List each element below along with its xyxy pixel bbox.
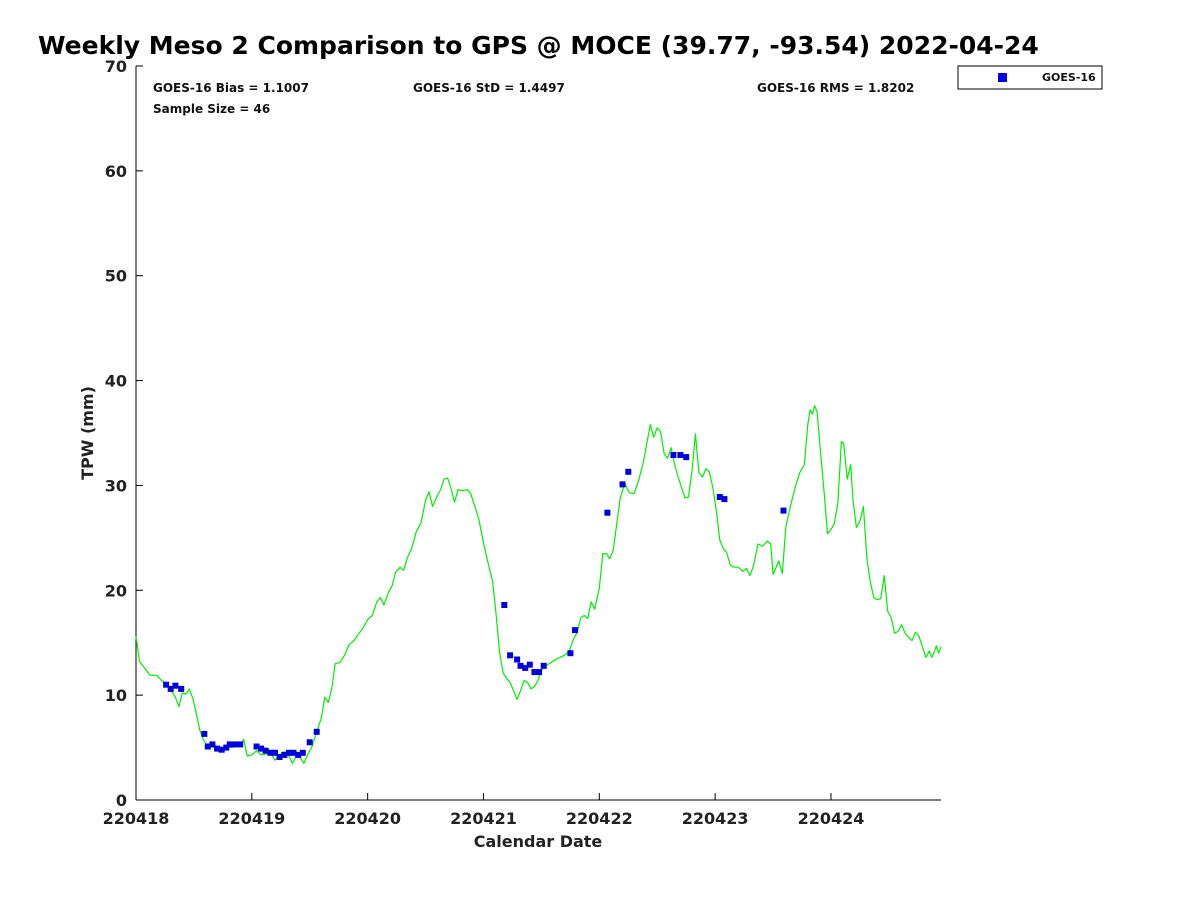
goes-16-point xyxy=(313,728,320,735)
goes-16-point xyxy=(522,664,529,671)
goes-16-point xyxy=(619,481,626,488)
y-tick-label: 70 xyxy=(105,57,127,76)
goes-16-point xyxy=(258,745,265,752)
goes-16-point xyxy=(540,662,547,669)
goes-16-point xyxy=(526,661,533,668)
sample-size-stat: Sample Size = 46 xyxy=(153,102,270,116)
goes-16-point xyxy=(253,743,260,750)
goes-16-point xyxy=(237,741,244,748)
gps-line xyxy=(135,405,942,764)
x-tick-label: 220419 xyxy=(218,809,285,828)
goes-16-point xyxy=(201,730,208,737)
goes-16-point xyxy=(531,669,538,676)
y-tick-label: 10 xyxy=(105,686,127,705)
y-ticks: 0 10 20 30 40 50 60 70 xyxy=(105,57,143,810)
x-tick-label: 220424 xyxy=(798,809,865,828)
goes-16-point xyxy=(204,743,211,750)
std-stat: GOES-16 StD = 1.4497 xyxy=(413,81,565,95)
goes-16-point xyxy=(670,452,677,458)
goes-16-point xyxy=(683,454,690,461)
goes-16-point xyxy=(214,745,221,752)
goes-16-point xyxy=(276,754,283,760)
goes-16-point xyxy=(226,741,233,748)
legend-box xyxy=(957,65,1103,90)
x-ticks: 220418 220419 220420 220421 220422 220423 2204… xyxy=(103,793,865,828)
y-tick-label: 30 xyxy=(105,476,127,495)
goes-16-point xyxy=(501,602,508,608)
goes-16-point xyxy=(272,749,278,756)
goes-16-point xyxy=(178,685,185,692)
y-tick-label: 20 xyxy=(105,581,127,600)
goes-16-point xyxy=(172,682,179,689)
goes-16-point xyxy=(262,747,269,754)
goes-16-point xyxy=(218,746,225,753)
goes-16-point xyxy=(517,662,524,669)
goes-16-point xyxy=(167,685,174,692)
x-tick-label: 220422 xyxy=(566,809,633,828)
goes-16-point xyxy=(267,749,274,756)
x-axis-label: Calendar Date xyxy=(474,832,603,851)
goes-16-point xyxy=(677,452,684,458)
series-layer xyxy=(135,405,942,764)
y-axis-label: TPW (mm) xyxy=(78,386,97,480)
goes-16-point xyxy=(306,739,313,746)
rms-stat: GOES-16 RMS = 1.8202 xyxy=(757,81,914,95)
legend: GOES-16 xyxy=(957,65,1103,90)
goes-16-point xyxy=(567,650,574,657)
goes-16-point xyxy=(514,656,521,663)
goes-16-point xyxy=(604,509,611,516)
goes-16-point xyxy=(290,749,297,756)
goes-16-point xyxy=(721,496,728,503)
x-tick-label: 220420 xyxy=(334,809,401,828)
legend-label: GOES-16 xyxy=(1042,71,1096,84)
goes-16-point xyxy=(209,741,216,748)
y-tick-label: 40 xyxy=(105,372,127,391)
goes-16-point xyxy=(231,741,238,748)
goes-16-point xyxy=(163,681,170,688)
plot-area xyxy=(135,66,941,801)
goes-16-point xyxy=(299,749,306,756)
goes-16-point xyxy=(285,749,292,756)
y-tick-label: 60 xyxy=(105,162,127,181)
goes-16-point xyxy=(572,627,578,634)
y-tick-label: 50 xyxy=(105,267,127,286)
bias-stat: GOES-16 Bias = 1.1007 xyxy=(153,81,309,95)
goes-16-point xyxy=(281,751,288,758)
goes-16-point xyxy=(536,669,543,676)
x-tick-label: 220423 xyxy=(682,809,749,828)
chart-title: Weekly Meso 2 Comparison to GPS @ MOCE (… xyxy=(38,31,1039,60)
goes-16-point xyxy=(780,507,787,514)
x-tick-label: 220418 xyxy=(103,809,170,828)
legend-marker xyxy=(998,73,1007,82)
goes-16-point xyxy=(223,744,230,751)
goes-16-point xyxy=(625,468,632,475)
goes-16-point xyxy=(716,494,723,500)
y-tick-label: 0 xyxy=(116,791,127,810)
x-tick-label: 220421 xyxy=(450,809,517,828)
goes-16-point xyxy=(295,751,302,758)
goes-16-point xyxy=(507,652,514,659)
